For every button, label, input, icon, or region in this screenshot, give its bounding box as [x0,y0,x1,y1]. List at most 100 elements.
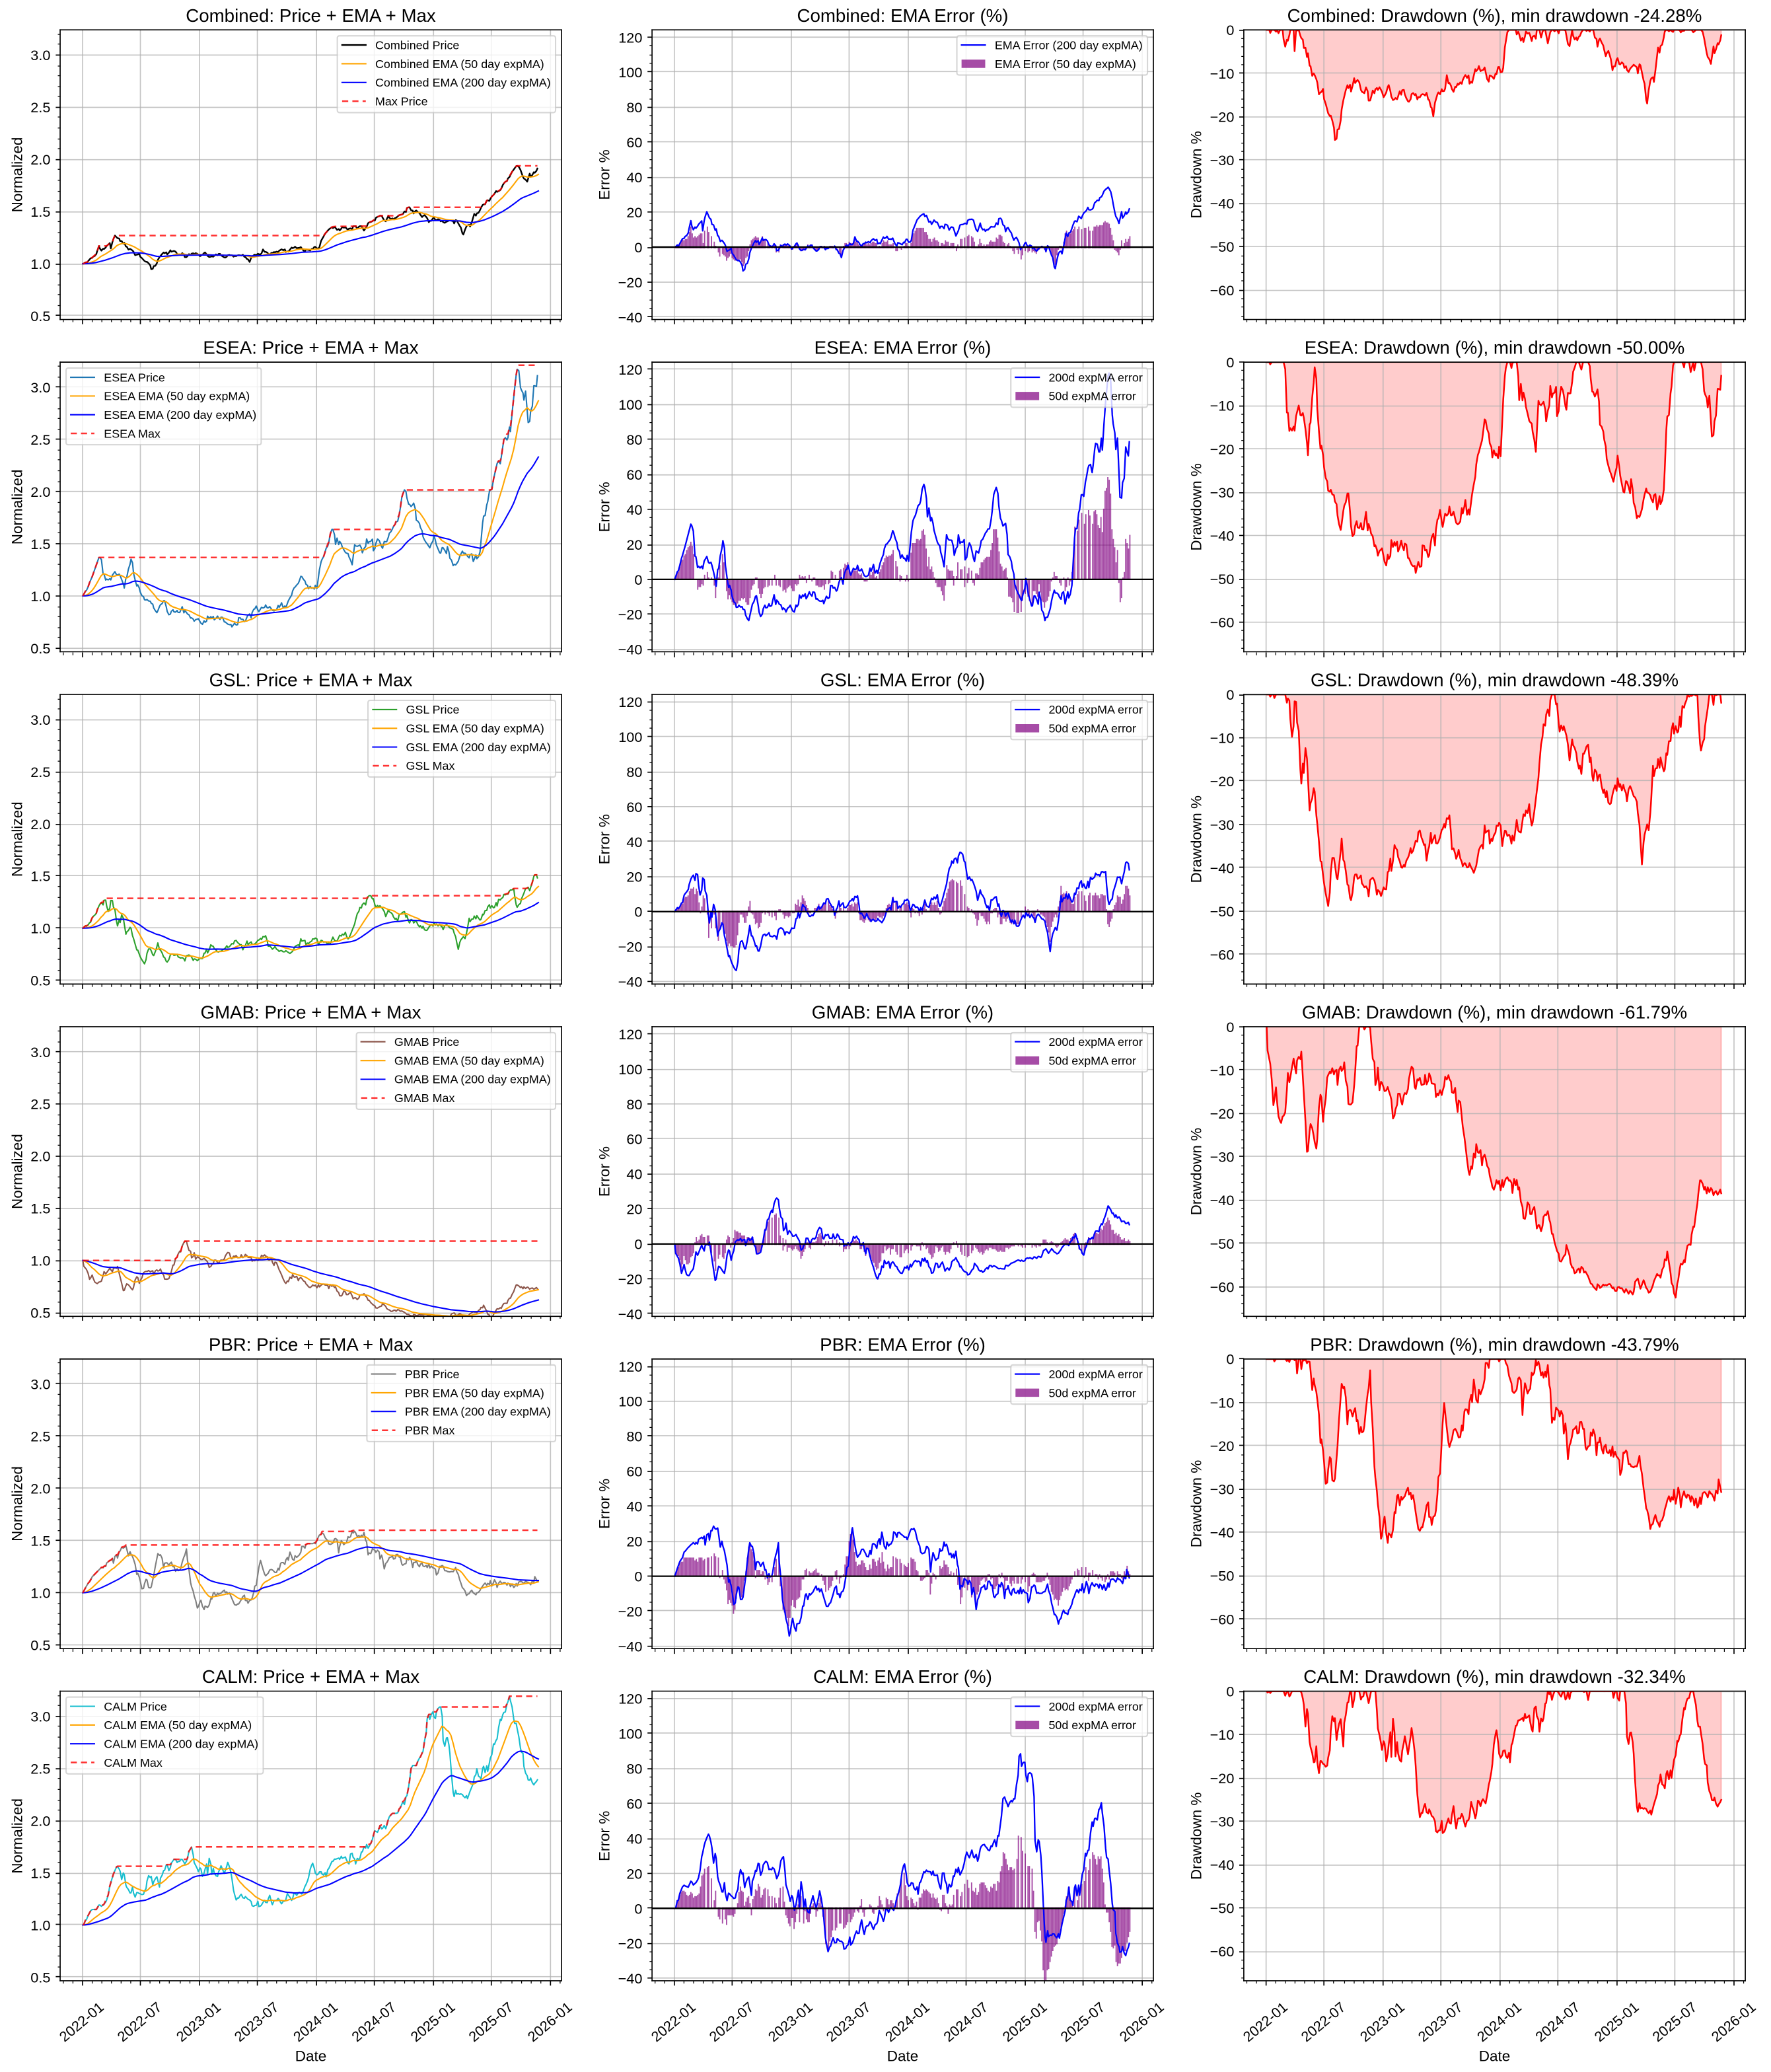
svg-text:60: 60 [626,134,642,151]
svg-text:Normalized: Normalized [9,1798,25,1874]
svg-text:−60: −60 [1210,1278,1235,1295]
svg-text:1.0: 1.0 [30,1584,50,1601]
svg-text:200d expMA error: 200d expMA error [1048,1035,1142,1049]
svg-text:Combined: Drawdown (%), min dr: Combined: Drawdown (%), min drawdown -24… [1287,5,1702,26]
svg-text:0: 0 [634,904,642,920]
svg-text:0.5: 0.5 [30,1637,50,1653]
svg-text:100: 100 [618,729,642,745]
svg-text:20: 20 [626,204,642,221]
svg-text:Drawdown %: Drawdown % [1188,796,1205,883]
svg-text:−30: −30 [1210,817,1235,833]
svg-text:0: 0 [1226,686,1234,703]
svg-text:50d expMA error: 50d expMA error [1048,722,1136,735]
svg-text:−10: −10 [1210,1062,1235,1078]
svg-text:PBR Max: PBR Max [405,1424,455,1437]
svg-text:Combined EMA (50 day expMA): Combined EMA (50 day expMA) [375,57,544,71]
svg-text:1.0: 1.0 [30,920,50,937]
svg-text:40: 40 [626,1830,642,1847]
svg-text:Error %: Error % [596,149,613,200]
svg-text:1.0: 1.0 [30,1253,50,1269]
svg-text:0.5: 0.5 [30,640,50,657]
svg-text:60: 60 [626,1131,642,1148]
svg-text:120: 120 [618,694,642,710]
svg-text:Normalized: Normalized [9,801,25,877]
svg-text:0: 0 [1226,354,1234,371]
svg-text:−30: −30 [1210,152,1235,168]
svg-text:GMAB EMA (50 day expMA): GMAB EMA (50 day expMA) [394,1054,544,1067]
svg-text:Error %: Error % [596,1811,613,1861]
svg-text:−50: −50 [1210,1900,1235,1917]
svg-text:2.0: 2.0 [30,484,50,500]
svg-text:0.5: 0.5 [30,1305,50,1321]
svg-text:100: 100 [618,1061,642,1078]
svg-text:−60: −60 [1210,1611,1235,1627]
svg-text:−20: −20 [1210,108,1235,125]
svg-text:100: 100 [618,396,642,413]
svg-text:60: 60 [626,1795,642,1812]
svg-text:−20: −20 [618,607,643,623]
svg-text:120: 120 [618,1026,642,1043]
svg-text:1.0: 1.0 [30,1917,50,1933]
svg-text:Drawdown %: Drawdown % [1188,1793,1205,1880]
svg-text:CALM: EMA Error (%): CALM: EMA Error (%) [813,1666,992,1687]
svg-text:1.0: 1.0 [30,588,50,605]
svg-text:−50: −50 [1210,1568,1235,1584]
svg-text:PBR Price: PBR Price [405,1368,460,1381]
svg-text:100: 100 [618,1726,642,1742]
svg-text:−40: −40 [1210,1192,1235,1208]
svg-text:1.5: 1.5 [30,1865,50,1881]
svg-text:−20: −20 [1210,773,1235,790]
svg-text:20: 20 [626,1201,642,1218]
svg-text:GSL Price: GSL Price [406,703,459,716]
svg-text:0: 0 [1226,1351,1234,1368]
svg-text:40: 40 [626,501,642,518]
svg-text:120: 120 [618,1358,642,1375]
svg-text:80: 80 [626,1428,642,1445]
svg-text:Combined: Price + EMA + Max: Combined: Price + EMA + Max [186,5,436,26]
svg-text:Drawdown %: Drawdown % [1188,1460,1205,1548]
svg-text:20: 20 [626,869,642,885]
svg-text:Drawdown %: Drawdown % [1188,131,1205,219]
svg-text:PBR: Drawdown (%), min drawdow: PBR: Drawdown (%), min drawdown -43.79% [1310,1334,1679,1354]
svg-text:40: 40 [626,834,642,850]
svg-text:2.5: 2.5 [30,1428,50,1445]
svg-text:Normalized: Normalized [9,137,25,213]
svg-text:−10: −10 [1210,65,1235,82]
svg-text:0: 0 [634,239,642,256]
svg-text:−20: −20 [618,1935,643,1952]
svg-text:−50: −50 [1210,1236,1235,1252]
svg-text:60: 60 [626,799,642,815]
svg-text:ESEA Max: ESEA Max [104,427,161,440]
svg-text:−20: −20 [1210,1105,1235,1122]
svg-text:PBR EMA (200 day expMA): PBR EMA (200 day expMA) [405,1405,551,1419]
svg-text:Error %: Error % [596,814,613,864]
svg-text:1.5: 1.5 [30,1201,50,1217]
svg-text:−40: −40 [618,1306,643,1322]
svg-text:Error %: Error % [596,1146,613,1197]
svg-text:GSL: Drawdown (%), min drawdow: GSL: Drawdown (%), min drawdown -48.39% [1311,670,1679,690]
svg-text:GMAB: Drawdown (%), min drawdo: GMAB: Drawdown (%), min drawdown -61.79% [1302,1002,1687,1022]
svg-text:60: 60 [626,1463,642,1480]
svg-text:−40: −40 [618,1638,643,1654]
svg-text:Normalized: Normalized [9,469,25,544]
svg-text:CALM Price: CALM Price [104,1700,167,1713]
svg-text:Error %: Error % [596,1479,613,1529]
svg-text:200d expMA error: 200d expMA error [1048,371,1142,384]
svg-text:ESEA EMA (200 day expMA): ESEA EMA (200 day expMA) [104,408,256,422]
svg-text:1.5: 1.5 [30,536,50,552]
svg-text:2.5: 2.5 [30,764,50,780]
svg-text:2.0: 2.0 [30,1812,50,1829]
svg-text:CALM EMA (50 day expMA): CALM EMA (50 day expMA) [104,1719,252,1732]
svg-text:−40: −40 [1210,1857,1235,1873]
svg-text:−60: −60 [1210,614,1235,631]
svg-text:3.0: 3.0 [30,47,50,63]
svg-text:2.5: 2.5 [30,431,50,448]
svg-text:2.5: 2.5 [30,1760,50,1777]
svg-text:2.0: 2.0 [30,816,50,832]
svg-text:PBR: EMA Error (%): PBR: EMA Error (%) [820,1334,986,1354]
svg-text:120: 120 [618,361,642,378]
svg-text:−60: −60 [1210,282,1235,299]
svg-text:−50: −50 [1210,571,1235,587]
svg-text:0: 0 [634,1900,642,1917]
svg-text:3.0: 3.0 [30,712,50,728]
